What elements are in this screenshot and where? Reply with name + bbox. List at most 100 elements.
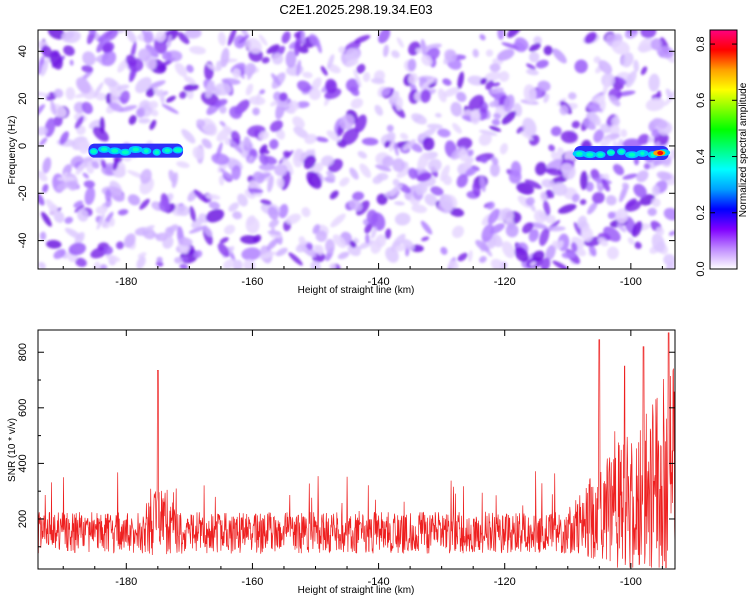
spectrogram-blob: [362, 72, 371, 82]
y-tick-label: 400: [17, 454, 29, 472]
spectrogram-blob: [593, 129, 604, 143]
spectrogram-blob: [652, 117, 668, 129]
spectrogram-blob: [557, 147, 565, 155]
spectrogram-blob: [550, 126, 562, 137]
y-tick-label: 40: [17, 45, 29, 57]
spectrogram-blob: [119, 90, 130, 105]
spectrogram-blob: [560, 130, 578, 144]
spectrogram-blob: [614, 114, 620, 126]
spectrogram-blob: [248, 155, 254, 164]
spectrogram-blob: [189, 206, 196, 222]
spectrogram-blob: [561, 251, 576, 259]
spectrogram-blob: [135, 108, 145, 118]
spectrogram-blob: [598, 60, 613, 74]
spectrogram-blob: [416, 172, 432, 182]
spectrogram-blob: [42, 183, 49, 193]
x-tick-label: -120: [494, 276, 516, 288]
colorbar-tick-label: 0.6: [695, 93, 707, 108]
spectrogram-blob: [330, 213, 346, 228]
spectrogram-blob: [357, 150, 368, 159]
spectrogram-blob: [364, 223, 373, 234]
spectrogram-blob: [261, 148, 270, 155]
spectrogram-blob: [611, 40, 630, 55]
spectrogram-blob: [156, 256, 163, 263]
spectrogram-blob: [545, 214, 556, 224]
snr-panel: -180 -160 -140 -120 -100 200 400 600 800 Height…: [7, 329, 676, 596]
spectrogram-blob: [306, 242, 314, 251]
spectrogram-blob: [372, 175, 384, 185]
spectrogram-blob: [497, 48, 515, 61]
spectrogram-y-label: Frequency (Hz): [7, 116, 18, 185]
spectrogram-blob: [214, 98, 228, 108]
spectrogram-blob: [219, 168, 232, 180]
x-tick-label: -180: [115, 576, 137, 588]
spectrogram-blob: [140, 168, 152, 184]
spectrogram-blob: [501, 42, 521, 50]
spectrogram-blob: [524, 179, 542, 189]
spectrogram-blob: [285, 213, 301, 225]
spectrogram-blob: [91, 160, 100, 169]
spectrogram-blob: [73, 200, 84, 208]
spectrogram-blob: [205, 193, 221, 200]
spectrogram-blob: [205, 209, 225, 223]
spectrogram-blob: [514, 37, 529, 51]
spectrogram-blob: [472, 182, 481, 197]
spectrogram-blob: [577, 215, 587, 229]
spectrogram-blob: [178, 237, 193, 247]
spectrogram-blob: [485, 80, 494, 90]
spectrogram-blob: [491, 156, 499, 165]
spectrogram-blob: [329, 263, 337, 269]
spectrogram-blob: [622, 173, 638, 180]
spectrogram-blob: [426, 123, 443, 130]
spectrogram-blob: [585, 181, 594, 192]
spectrogram-blob: [267, 206, 279, 220]
spectrogram-blob: [637, 43, 654, 52]
spectrogram-blob: [376, 193, 388, 205]
spectrogram-blob: [217, 243, 230, 258]
spectrogram-blob: [478, 132, 492, 146]
spectrogram-blob: [529, 222, 548, 229]
spectrogram-blob: [375, 164, 392, 172]
spectrogram-blob: [218, 175, 225, 186]
spectrogram-blob: [378, 30, 391, 44]
spectrogram-blob: [136, 256, 146, 269]
spectrogram-blob: [321, 155, 334, 167]
spectrogram-blob: [164, 226, 175, 238]
spectrogram-blob: [179, 91, 187, 99]
snr-series-line: [38, 332, 675, 568]
spectrogram-blob: [417, 152, 430, 171]
spectrogram-blob: [303, 155, 316, 170]
spectrogram-blob: [442, 78, 452, 86]
spectrogram-blob: [492, 82, 501, 87]
spectrogram-blob: [116, 241, 124, 250]
spectrogram-panel: -180 -160 -140 -120 -100 -40 -20 0 20 40 Height …: [7, 29, 676, 296]
y-tick-label: -40: [17, 233, 29, 249]
spectrogram-blob: [584, 31, 597, 44]
spectrogram-blob: [394, 201, 405, 206]
spectrogram-blob: [293, 126, 309, 139]
spectrogram-blob: [479, 77, 488, 85]
spectrogram-blob: [400, 132, 409, 140]
spectrogram-blob: [266, 238, 279, 251]
spectrogram-blob: [582, 119, 596, 130]
spectrogram-blob: [489, 125, 502, 132]
spectrogram-blob: [559, 105, 569, 116]
colorbar-tick-label: 0.0: [695, 261, 707, 276]
spectrogram-blob: [587, 104, 603, 112]
spectrogram-blob: [296, 101, 310, 109]
spectrogram-blob: [38, 91, 50, 97]
spectrogram-blob: [547, 226, 566, 232]
x-tick-label: -120: [494, 576, 516, 588]
spectrogram-blob: [53, 248, 66, 259]
feature-hot: [618, 149, 625, 154]
spectrogram-blob: [645, 97, 666, 112]
spectrogram-blob: [218, 31, 227, 46]
spectrogram-blob: [65, 87, 76, 100]
spectrogram-blob: [602, 78, 609, 96]
spectrogram-blob: [61, 30, 81, 44]
spectrogram-blob: [525, 196, 535, 206]
spectrogram-blob: [81, 101, 93, 114]
spectrogram-blob: [383, 44, 389, 58]
spectrogram-blob: [355, 114, 367, 133]
spectrogram-blob: [241, 247, 261, 261]
